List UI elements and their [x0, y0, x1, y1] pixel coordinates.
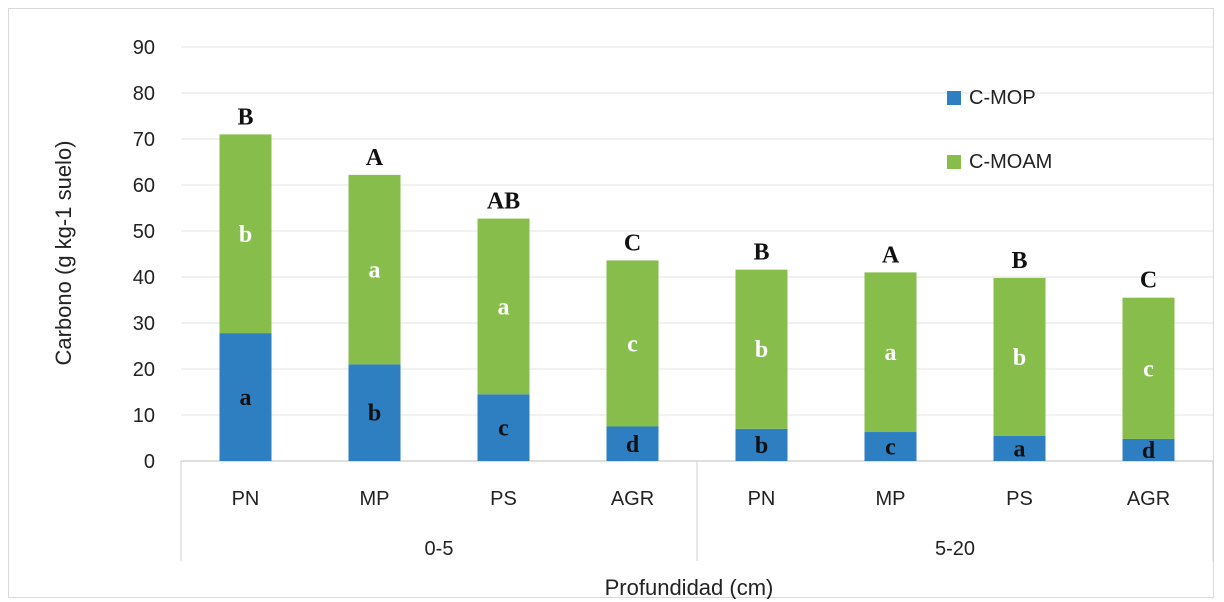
bar-total-label: B	[1011, 248, 1027, 274]
segment-label: b	[755, 433, 768, 459]
bar-c-mop	[735, 428, 788, 461]
segment-label: c	[885, 435, 896, 461]
segment-label: d	[626, 432, 640, 458]
y-tick-label: 50	[133, 221, 155, 243]
bar-total-label: C	[624, 230, 641, 256]
x-tick-label: PN	[232, 488, 260, 510]
bar-c-mop	[606, 426, 659, 461]
x-tick-label: PS	[1006, 488, 1033, 510]
y-tick-label: 30	[133, 313, 155, 335]
chart-container: 0 10 20 30 40 50 60 70 80 90 a b B PN b a A MP c a AB PS d c C AG…	[8, 8, 1214, 599]
segment-label: a	[885, 340, 897, 366]
y-tick-label: 20	[133, 359, 155, 381]
y-tick-label: 70	[133, 129, 155, 151]
y-tick-label: 80	[133, 83, 155, 105]
y-tick-label: 60	[133, 175, 155, 197]
bar-c-moam	[864, 272, 917, 433]
bar-total-label: B	[237, 104, 253, 130]
bar-c-moam	[993, 277, 1046, 436]
segment-label: a	[498, 294, 510, 320]
legend-label: C-MOAM	[969, 151, 1052, 173]
legend-swatch	[947, 91, 961, 105]
bar-c-moam	[477, 218, 530, 395]
x-group-label: 5-20	[935, 538, 975, 560]
bar-c-moam	[735, 269, 788, 429]
x-tick-label: PN	[748, 488, 776, 510]
x-axis-title: Profundidad (cm)	[605, 575, 774, 599]
segment-label: c	[1143, 356, 1154, 382]
segment-label: a	[240, 385, 252, 411]
bar-c-mop	[477, 394, 530, 461]
stacked-bar-chart: 0102030405060708090abBPNbaAMPcaABPSdcCAG…	[51, 37, 1214, 599]
x-group-label: 0-5	[425, 538, 454, 560]
bar-c-mop	[864, 432, 917, 461]
bar-c-mop	[219, 333, 272, 461]
legend-swatch	[947, 155, 961, 169]
segment-label: b	[239, 222, 252, 248]
x-tick-label: AGR	[1127, 488, 1170, 510]
bar-c-mop	[1122, 438, 1175, 461]
segment-label: a	[1014, 436, 1026, 462]
y-tick-label: 90	[133, 37, 155, 59]
bar-c-mop	[993, 435, 1046, 461]
segment-label: b	[368, 401, 381, 427]
y-tick-label: 0	[144, 451, 155, 473]
bar-c-moam	[1122, 297, 1175, 439]
bar-total-label: B	[753, 240, 769, 266]
segment-label: c	[498, 416, 509, 442]
bar-c-moam	[348, 174, 401, 365]
y-tick-label: 10	[133, 405, 155, 427]
y-tick-label: 40	[133, 267, 155, 289]
x-tick-label: MP	[360, 488, 390, 510]
bar-c-moam	[606, 260, 659, 427]
bar-c-moam	[219, 134, 272, 334]
segment-label: c	[627, 331, 638, 357]
bar-total-label: A	[882, 242, 900, 268]
segment-label: d	[1142, 438, 1156, 464]
x-tick-label: PS	[490, 488, 517, 510]
segment-label: b	[1013, 345, 1026, 371]
y-axis-title: Carbono (g kg-1 suelo)	[51, 140, 76, 365]
segment-label: a	[369, 258, 381, 284]
legend-label: C-MOP	[969, 87, 1036, 109]
x-tick-label: AGR	[611, 488, 654, 510]
segment-label: b	[755, 337, 768, 363]
bar-total-label: AB	[487, 189, 520, 215]
bar-c-mop	[348, 364, 401, 461]
bar-total-label: C	[1140, 268, 1157, 294]
bar-total-label: A	[366, 145, 384, 171]
x-tick-label: MP	[876, 488, 906, 510]
